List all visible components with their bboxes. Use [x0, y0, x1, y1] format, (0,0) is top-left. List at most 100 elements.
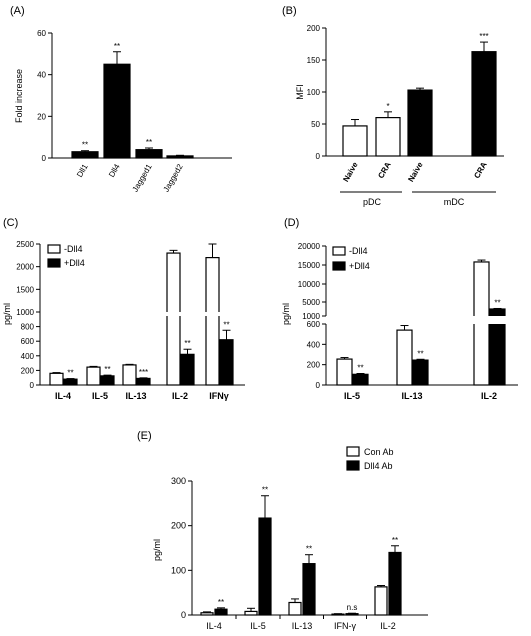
- panel-e-bar-dll4-ab: [214, 608, 228, 616]
- panel-c-break-gap: [165, 312, 182, 316]
- panel-e-significance: n.s: [347, 603, 358, 612]
- panel-d-y-label: pg/ml: [281, 303, 291, 325]
- panel-b-label: (B): [282, 5, 297, 17]
- panel-a-label: (A): [10, 5, 25, 17]
- panel-c-bar-plus-dll4: [219, 339, 234, 386]
- panel-b-bar-naive: [342, 125, 368, 157]
- panel-d-y-tick-label: 5000: [302, 298, 320, 307]
- panel-d-legend-label: -Dll4: [349, 246, 368, 256]
- panel-b-bar-naive: [407, 89, 433, 157]
- panel-d-y-tick-label: 400: [307, 340, 321, 349]
- panel-e-x-tick-label: IL-13: [292, 621, 313, 631]
- panel-b-bar-cra: [375, 116, 401, 157]
- panel-c-significance: ***: [139, 368, 148, 377]
- panel-c-bar-minus-dll4: [49, 372, 64, 386]
- panel-b-bar-cra: [471, 51, 497, 157]
- panel-b-x-tick-label: CRA: [376, 160, 393, 180]
- panel-d-bar-plus-dll4: [412, 359, 429, 386]
- panel-c-y-tick-label: 0: [30, 381, 35, 390]
- panel-e-y-tick-label: 100: [171, 565, 186, 575]
- panel-b-x-tick-label: CRA: [472, 160, 489, 180]
- panel-c-x-tick-label: IL-4: [55, 391, 71, 401]
- panel-c-y-tick-label: 600: [21, 337, 35, 346]
- panel-e-significance: **: [262, 486, 268, 495]
- panel-c-significance: **: [223, 320, 229, 329]
- panel-d-significance: **: [494, 298, 500, 307]
- panel-b-x-tick-label: Naive: [406, 160, 425, 183]
- panel-e-y-tick-label: 300: [171, 476, 186, 486]
- panel-d-x-tick-label: IL-2: [481, 391, 497, 401]
- panel-a-y-tick-label: 0: [42, 154, 47, 163]
- panel-e-x-tick-label: IL-2: [380, 621, 396, 631]
- panel-b-significance: *: [386, 102, 389, 111]
- panel-c-y-tick-label: 1000: [16, 308, 34, 317]
- panel-e-bar-con-ab: [331, 613, 345, 616]
- panel-c-bar-minus-dll4: [86, 366, 101, 386]
- panel-c-y-tick-label: 2500: [16, 240, 34, 249]
- panel-d-legend-swatch-minus: [332, 246, 346, 256]
- panel-d-x-tick-label: IL-13: [401, 391, 422, 401]
- panel-a-x-tick-label: Jagged2: [162, 162, 185, 194]
- panel-e-y-label: pg/ml: [152, 539, 162, 561]
- panel-a-bar-Jagged1: [135, 149, 163, 159]
- panel-e-legend-swatch-dll4-ab: [346, 460, 360, 471]
- panel-c-bar-plus-dll4: [63, 378, 78, 386]
- panel-a-bar-Jagged2: [166, 155, 194, 159]
- panel-c-y-tick-label: 2000: [16, 263, 34, 272]
- panel-b-y-tick-label: 150: [307, 56, 321, 65]
- panel-d-significance: **: [417, 349, 423, 358]
- panel-c-y-tick-label: 1500: [16, 285, 34, 294]
- panel-e-bar-con-ab: [288, 601, 302, 616]
- panel-e-bar-dll4-ab: [302, 563, 316, 616]
- panel-d-x-tick-label: IL-5: [344, 391, 360, 401]
- panel-a-x-tick-label: Jagged1: [131, 162, 154, 194]
- panel-c-significance: **: [67, 369, 73, 378]
- panel-b-y-tick-label: 200: [307, 24, 321, 33]
- panel-c-y-tick-label: 200: [21, 366, 35, 375]
- panel-e-legend-label: Con Ab: [364, 447, 394, 457]
- panel-b-y-tick-label: 0: [316, 152, 321, 161]
- panel-b-group-label: mDC: [444, 197, 465, 207]
- panel-d-y-tick-label: 600: [307, 320, 321, 329]
- panel-b-significance: ***: [479, 32, 488, 41]
- panel-a-bar-Dll1: [71, 151, 99, 159]
- panel-e-significance: **: [306, 545, 312, 554]
- panel-c-legend-swatch-plus: [47, 258, 61, 268]
- panel-a-significance: **: [82, 141, 88, 150]
- panel-c-bar-minus-dll4: [122, 364, 137, 386]
- panel-a-y-tick-label: 20: [37, 112, 46, 121]
- panel-b-y-label: MFI: [295, 84, 305, 100]
- panel-a-x-tick-label: Dll4: [107, 162, 122, 179]
- panel-e-y-tick-label: 200: [171, 521, 186, 531]
- panel-e-bar-con-ab: [200, 612, 214, 616]
- panel-c-break-gap: [204, 312, 221, 316]
- panel-d-y-tick-label: 15000: [298, 261, 321, 270]
- panel-c-bar-minus-dll4: [205, 257, 220, 386]
- panel-c-bar-plus-dll4: [136, 377, 151, 386]
- panel-c-x-tick-label: IL-2: [172, 391, 188, 401]
- panel-d-y-tick-label: 200: [307, 361, 321, 370]
- panel-e-x-tick-label: IL-4: [206, 621, 222, 631]
- panel-b-y-tick-label: 100: [307, 88, 321, 97]
- panel-d-bar-minus-dll4: [336, 358, 353, 386]
- panel-a-y-tick-label: 40: [37, 71, 46, 80]
- panel-c-bar-plus-dll4: [100, 375, 115, 386]
- panel-c-significance: **: [184, 339, 190, 348]
- panel-c-x-tick-label: IL-5: [92, 391, 108, 401]
- panel-c-bar-plus-dll4: [180, 353, 195, 386]
- panel-d-label: (D): [284, 217, 299, 229]
- panel-e-label: (E): [137, 430, 152, 442]
- panel-b-y-tick-label: 50: [311, 120, 320, 129]
- panel-a-y-label: Fold increase: [14, 69, 24, 123]
- panel-c-legend-swatch-minus: [47, 244, 61, 254]
- panel-c-y-tick-label: 400: [21, 352, 35, 361]
- panel-d-legend-label: +Dll4: [349, 261, 370, 271]
- panel-c-y-tick-label: 800: [21, 323, 35, 332]
- panel-a-bar-Dll4: [103, 63, 131, 159]
- panel-b-group-label: pDC: [363, 197, 382, 207]
- panel-d-y-tick-label: 10000: [298, 280, 321, 289]
- panel-e-bar-dll4-ab: [388, 551, 402, 616]
- panel-d-legend-swatch-plus: [332, 261, 346, 271]
- panel-d-y-tick-label: 0: [316, 381, 321, 390]
- panel-a-x-tick-label: Dll1: [75, 162, 90, 179]
